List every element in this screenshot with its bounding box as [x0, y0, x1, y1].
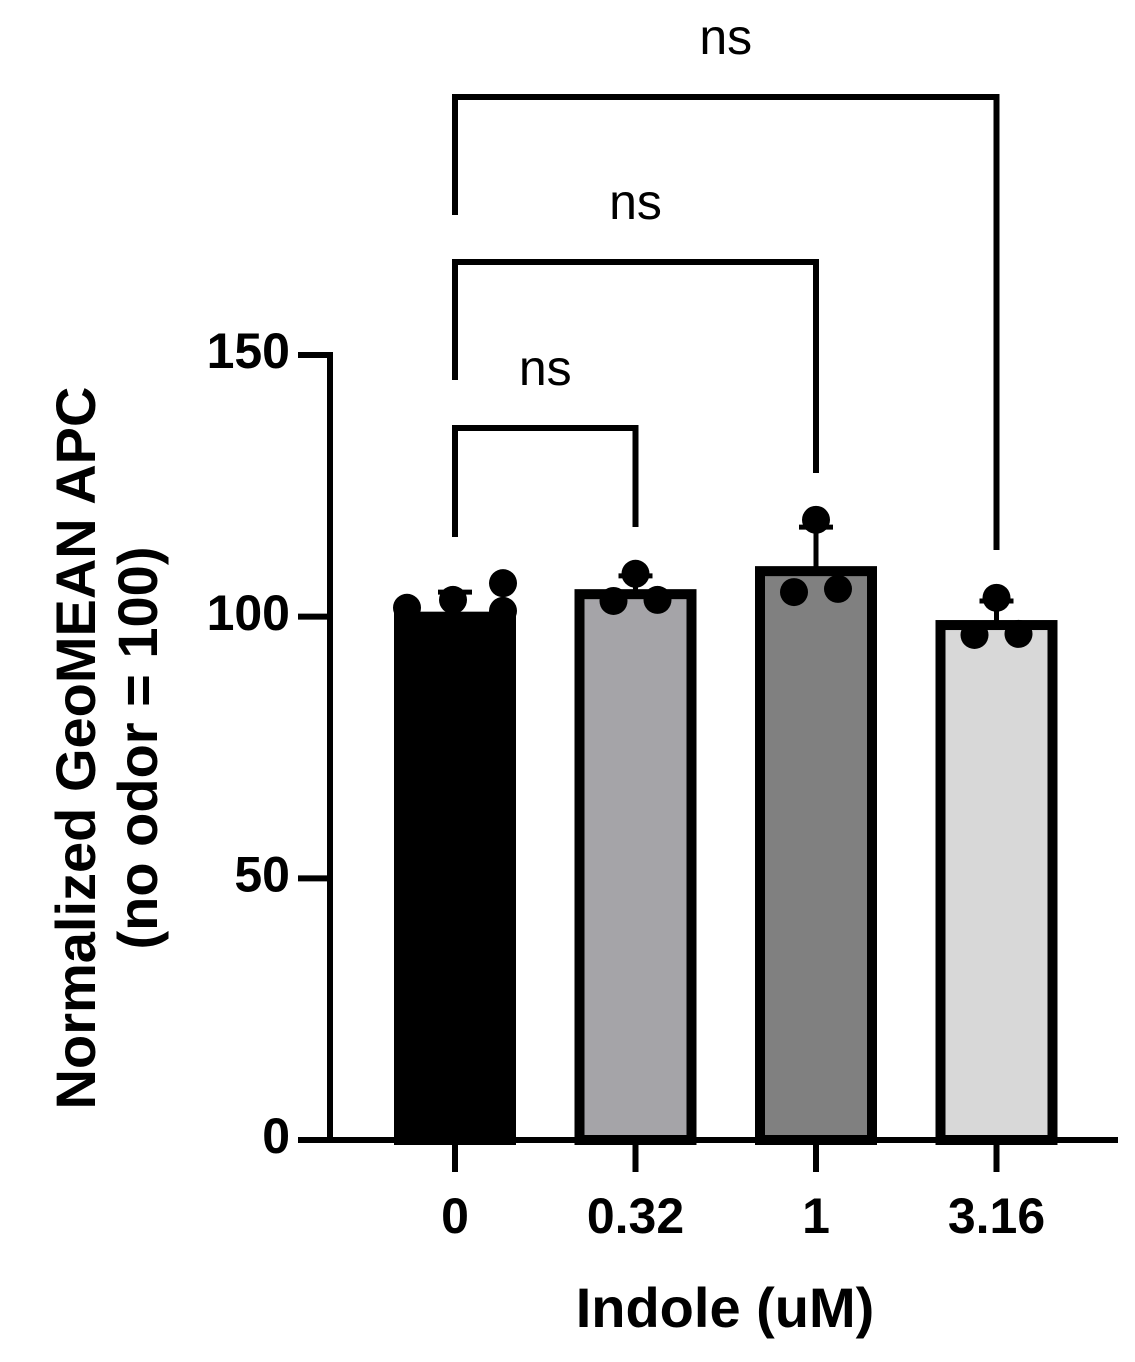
y-axis-label: Normalized GeoMEAN APC (no odor = 100): [44, 387, 169, 1110]
y-axis-label-line: Normalized GeoMEAN APC: [44, 387, 107, 1110]
data-point: [439, 585, 467, 614]
x-tick-label: 3.16: [948, 1188, 1045, 1244]
y-axis-label-line: (no odor = 100): [106, 547, 169, 950]
data-point: [393, 593, 421, 622]
data-point: [780, 578, 808, 607]
x-tick-label: 1: [802, 1188, 830, 1244]
bar: [755, 566, 877, 1145]
data-point: [982, 583, 1011, 612]
bar: [394, 611, 516, 1145]
y-tick-label: 50: [234, 847, 290, 903]
significance-bracket: [452, 425, 639, 537]
bar: [574, 589, 697, 1145]
significance-bracket: [452, 94, 1000, 550]
data-point: [599, 586, 628, 615]
data-point: [621, 559, 650, 588]
data-point: [489, 569, 517, 598]
y-tick-label: 0: [262, 1108, 290, 1164]
bar: [935, 620, 1058, 1145]
data-point: [802, 505, 830, 534]
x-axis-label: Indole (uM): [576, 1276, 875, 1339]
significance-bracket: [452, 259, 819, 473]
data-point: [489, 596, 517, 625]
data-point: [824, 574, 852, 603]
x-tick-label: 0: [441, 1188, 469, 1244]
significance-label: ns: [519, 340, 572, 396]
data-point: [1004, 619, 1033, 648]
y-tick-label: 100: [207, 585, 290, 641]
significance-label: ns: [609, 174, 662, 230]
x-tick-label: 0.32: [587, 1188, 684, 1244]
data-point: [643, 585, 672, 614]
y-tick-label: 150: [207, 323, 290, 379]
significance-label: ns: [699, 9, 752, 65]
data-point: [960, 620, 989, 649]
